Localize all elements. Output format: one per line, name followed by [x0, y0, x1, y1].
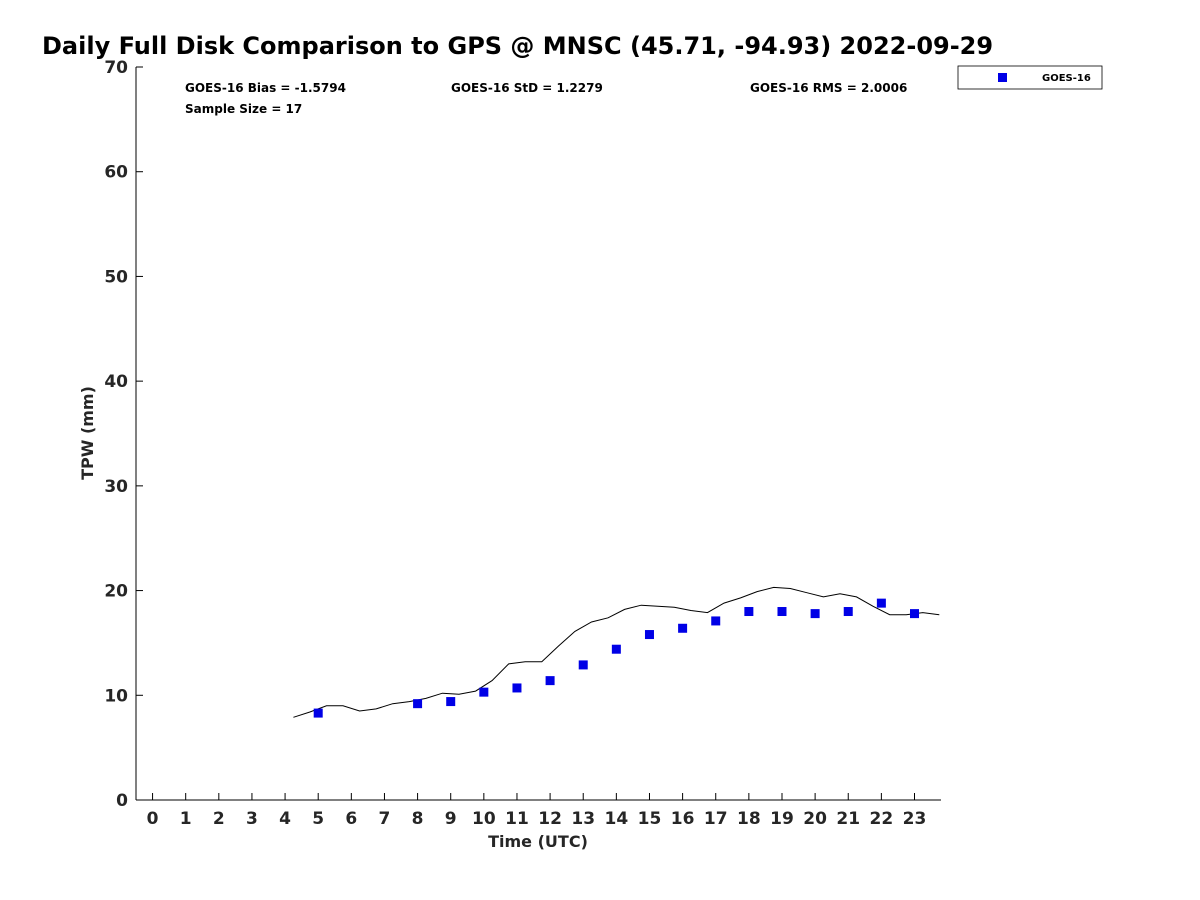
- x-axis-ticks: 0 1 2 3 4 5 6 7 8 9 10 11 12 13 14 15 16 17 18 19 20 21 22 23: [147, 793, 927, 829]
- goes16-data-point: [446, 697, 456, 707]
- series-layer: [293, 586, 940, 718]
- goes16-data-point: [479, 687, 489, 697]
- x-tick-label: 1: [180, 809, 192, 829]
- x-tick-label: 14: [605, 809, 629, 829]
- y-tick-label: 60: [104, 163, 128, 183]
- x-tick-label: 20: [803, 809, 827, 829]
- y-tick-label: 70: [104, 58, 128, 78]
- x-tick-label: 7: [379, 809, 391, 829]
- x-tick-label: 4: [279, 809, 291, 829]
- x-tick-label: 6: [345, 809, 357, 829]
- goes16-data-point: [843, 607, 853, 617]
- x-tick-label: 15: [638, 809, 662, 829]
- goes16-data-point: [611, 644, 621, 654]
- x-tick-label: 5: [312, 809, 324, 829]
- plot-area: [135, 67, 941, 801]
- x-tick-label: 22: [870, 809, 894, 829]
- y-axis-label: TPW (mm): [78, 386, 97, 480]
- x-tick-label: 13: [571, 809, 595, 829]
- goes16-data-point: [777, 607, 787, 617]
- rms-stat: GOES-16 RMS = 2.0006: [750, 81, 907, 95]
- x-tick-label: 18: [737, 809, 761, 829]
- y-tick-label: 40: [104, 372, 128, 392]
- x-tick-label: 0: [147, 809, 159, 829]
- sample-size-stat: Sample Size = 17: [185, 102, 302, 116]
- x-tick-label: 2: [213, 809, 225, 829]
- y-tick-label: 20: [104, 582, 128, 602]
- x-tick-label: 10: [472, 809, 496, 829]
- goes16-data-point: [810, 609, 820, 619]
- gps-tpw-line: [293, 586, 940, 718]
- x-tick-label: 12: [538, 809, 562, 829]
- goes16-data-point: [578, 660, 588, 670]
- goes16-data-point: [313, 708, 323, 718]
- legend-marker-goes16: [998, 73, 1007, 82]
- std-stat: GOES-16 StD = 1.2279: [451, 81, 603, 95]
- x-tick-label: 21: [836, 809, 860, 829]
- y-tick-label: 50: [104, 267, 128, 287]
- goes16-data-point: [876, 598, 886, 608]
- goes16-data-point: [413, 699, 423, 709]
- bias-stat: GOES-16 Bias = -1.5794: [185, 81, 346, 95]
- x-tick-label: 19: [770, 809, 794, 829]
- goes16-data-point: [678, 623, 688, 633]
- y-axis-ticks: 0 10 20 30 40 50 60 70: [104, 58, 143, 811]
- y-tick-label: 0: [116, 791, 128, 811]
- goes16-data-point: [545, 676, 555, 686]
- legend-label-goes16: GOES-16: [1042, 73, 1091, 84]
- x-tick-label: 9: [445, 809, 457, 829]
- x-tick-label: 17: [704, 809, 728, 829]
- x-axis-label: Time (UTC): [488, 832, 588, 851]
- chart-title: Daily Full Disk Comparison to GPS @ MNSC…: [42, 32, 993, 60]
- x-tick-label: 8: [412, 809, 424, 829]
- legend-box: [957, 65, 1103, 90]
- y-tick-label: 30: [104, 477, 128, 497]
- x-tick-label: 3: [246, 809, 258, 829]
- x-tick-label: 23: [903, 809, 927, 829]
- y-tick-label: 10: [104, 686, 128, 706]
- goes16-data-point: [711, 616, 721, 626]
- goes16-data-point: [744, 607, 754, 617]
- x-tick-label: 16: [671, 809, 695, 829]
- goes16-data-point: [512, 683, 522, 693]
- legend: GOES-16: [957, 65, 1103, 90]
- x-tick-label: 11: [505, 809, 529, 829]
- goes16-data-point: [909, 609, 919, 619]
- goes16-data-point: [644, 630, 654, 640]
